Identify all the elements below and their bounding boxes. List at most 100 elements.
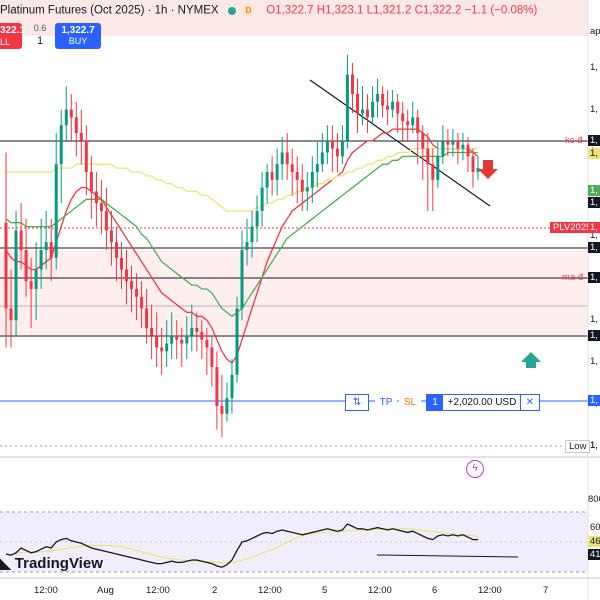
- candle-body: [155, 335, 159, 348]
- buy-button[interactable]: 1,322.7 BUY: [55, 23, 101, 49]
- x-tick-label: 7: [543, 585, 549, 596]
- candle-body: [381, 94, 385, 106]
- candle-body: [215, 367, 219, 406]
- candle-body: [210, 347, 214, 367]
- sl-button[interactable]: SL: [399, 394, 421, 411]
- candle-body: [366, 109, 369, 118]
- candle-body: [371, 101, 375, 118]
- candle-body: [200, 331, 204, 340]
- axis-label: 1,: [590, 230, 598, 241]
- candle-body: [24, 250, 28, 282]
- ema-fast-line: [5, 128, 479, 365]
- candle-body: [391, 101, 395, 110]
- sell-button[interactable]: 322.1 LL: [0, 23, 25, 49]
- ema-mid-price-box: 1,: [588, 185, 600, 196]
- candle-body: [99, 203, 103, 211]
- candle-body: [19, 230, 23, 250]
- candle-body: [230, 374, 234, 399]
- candle-body: [315, 164, 319, 172]
- candle-body: [265, 172, 269, 188]
- rsi-axis-mid: 60: [590, 522, 600, 533]
- support2-price-box: 1,: [588, 330, 600, 341]
- spread-value: 0.6: [33, 23, 47, 33]
- candle-body: [185, 335, 189, 344]
- low-tag: Low: [565, 440, 591, 453]
- buy-price: 1,322.7: [61, 25, 95, 36]
- candle-body: [461, 144, 465, 149]
- candle-body: [351, 74, 354, 94]
- up-arrow-icon: [521, 352, 541, 368]
- candle-body: [109, 230, 113, 243]
- ohlc-close: C1,322.2: [414, 4, 462, 17]
- sell-label: LL: [0, 37, 11, 47]
- candle-body: [436, 156, 440, 180]
- spread-box: 0.6 1: [33, 23, 47, 47]
- x-tick-label: 12:00: [258, 585, 282, 596]
- candle-body: [476, 168, 480, 172]
- candle-body: [270, 172, 274, 180]
- tp-button[interactable]: TP: [375, 394, 397, 411]
- candle-body: [250, 226, 254, 243]
- candle-body: [260, 187, 264, 211]
- split-icon[interactable]: ⇅: [345, 394, 369, 411]
- ma-price-box: 1,: [588, 272, 600, 283]
- candle-body: [64, 109, 68, 126]
- rsi-trendline[interactable]: [376, 554, 519, 558]
- candle-body: [446, 140, 450, 145]
- candle-body: [345, 74, 349, 141]
- candle-body: [104, 211, 108, 231]
- candle-body: [310, 172, 314, 188]
- x-tick-label: 12:00: [146, 585, 170, 596]
- candle-body: [235, 308, 239, 375]
- candle-body: [471, 156, 475, 172]
- position-pnl: +2,020.00 USD: [442, 394, 522, 411]
- rsi-value-box: 41: [588, 549, 600, 560]
- x-tick-label: 12:00: [368, 585, 392, 596]
- candle-body: [426, 148, 430, 165]
- candle-body: [240, 250, 244, 309]
- trendline[interactable]: [309, 79, 491, 207]
- candle-body: [451, 140, 455, 145]
- candle-body: [421, 133, 425, 149]
- tradingview-logo[interactable]: ◣ TradingView: [0, 555, 103, 572]
- tv-logo-icon: ◣: [0, 555, 11, 571]
- quantity-value[interactable]: 1: [36, 35, 44, 47]
- axis-label: ap: [590, 26, 600, 37]
- candle-body: [220, 406, 224, 414]
- candle-body: [94, 191, 98, 204]
- candle-body: [361, 109, 364, 114]
- symbol-price-tag: PLV2025: [550, 222, 595, 233]
- bolt-icon[interactable]: ϟ: [466, 460, 484, 478]
- chart-header: Platinum Futures (Oct 2025) · 1h · NYMEX…: [0, 4, 537, 17]
- candle-body: [305, 187, 309, 192]
- candles: [4, 55, 480, 438]
- candle-body: [376, 94, 380, 102]
- candle-body: [320, 152, 324, 165]
- candle-body: [84, 140, 88, 172]
- delay-badge[interactable]: D: [241, 4, 255, 17]
- candle-body: [14, 230, 18, 321]
- candle-body: [115, 242, 118, 258]
- candle-body: [340, 140, 344, 157]
- candle-body: [145, 308, 149, 328]
- x-tick-label: 2: [212, 585, 218, 596]
- rsi-line: [5, 523, 478, 568]
- ema-slow-line: [6, 147, 478, 212]
- x-tick-label: Aug: [97, 585, 114, 596]
- tradingview-logo-text: TradingView: [14, 555, 103, 572]
- candle-body: [285, 152, 289, 165]
- candle-body: [29, 281, 33, 289]
- candle-body: [401, 113, 405, 122]
- rsi-axis-top: 800: [588, 494, 600, 505]
- candle-body: [74, 117, 78, 133]
- candle-body: [300, 179, 304, 192]
- kc-level-tag: kc đ: [565, 135, 583, 146]
- low-price-box: 1,: [590, 440, 598, 451]
- candle-body: [280, 152, 284, 165]
- candle-body: [120, 257, 123, 270]
- candle-body: [180, 339, 184, 344]
- ohlc-values: O1,322.7 H1,323.1 L1,321.2 C1,322.2 −1.1…: [266, 5, 537, 17]
- close-position-icon[interactable]: ✕: [520, 394, 540, 411]
- axis-label: 1,: [590, 104, 598, 115]
